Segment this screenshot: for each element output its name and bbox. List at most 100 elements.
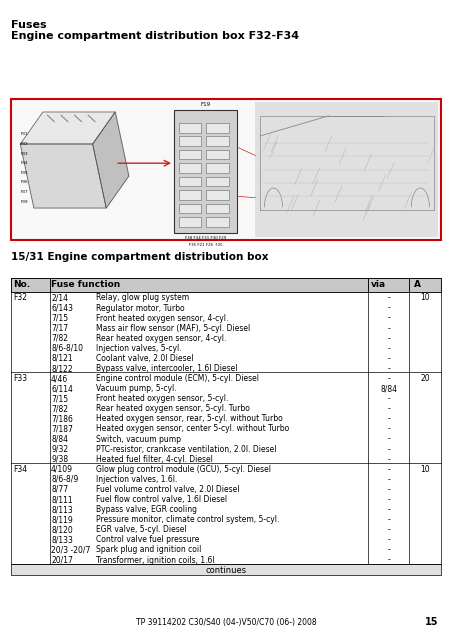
Text: -: - bbox=[387, 545, 389, 554]
Text: F38 F34 F31 F30 F29: F38 F34 F31 F30 F29 bbox=[184, 236, 226, 240]
Text: continues: continues bbox=[205, 566, 246, 575]
Text: Fuses: Fuses bbox=[11, 20, 47, 31]
Text: Glow plug control module (GCU), 5-cyl. Diesel: Glow plug control module (GCU), 5-cyl. D… bbox=[96, 465, 271, 474]
Polygon shape bbox=[92, 112, 129, 208]
Text: No.: No. bbox=[14, 280, 31, 289]
Text: 2/14: 2/14 bbox=[51, 293, 68, 303]
Text: -: - bbox=[387, 525, 389, 534]
Text: Front heated oxygen sensor, 5-cyl.: Front heated oxygen sensor, 5-cyl. bbox=[96, 394, 228, 403]
Text: F32: F32 bbox=[14, 293, 28, 303]
Text: 4/109: 4/109 bbox=[51, 465, 73, 474]
Text: F32: F32 bbox=[20, 142, 28, 146]
Bar bbox=[178, 190, 201, 200]
Text: 7/186: 7/186 bbox=[51, 415, 73, 424]
Bar bbox=[11, 342, 440, 353]
Text: Fuse function: Fuse function bbox=[51, 280, 120, 289]
Text: 8/113: 8/113 bbox=[51, 505, 73, 514]
Text: 10: 10 bbox=[419, 465, 429, 474]
Polygon shape bbox=[20, 144, 106, 208]
Text: Rear heated oxygen sensor, 4-cyl.: Rear heated oxygen sensor, 4-cyl. bbox=[96, 334, 226, 343]
Bar bbox=[11, 302, 440, 312]
Text: Heated oxygen sensor, rear, 5-cyl. without Turbo: Heated oxygen sensor, rear, 5-cyl. witho… bbox=[96, 415, 282, 424]
Bar bbox=[205, 136, 228, 146]
Bar bbox=[11, 513, 440, 524]
Text: -: - bbox=[387, 354, 389, 363]
Text: 8/77: 8/77 bbox=[51, 485, 68, 494]
Text: EGR valve, 5-cyl. Diesel: EGR valve, 5-cyl. Diesel bbox=[96, 525, 186, 534]
Bar bbox=[178, 218, 201, 227]
Text: via: via bbox=[370, 280, 385, 289]
Bar bbox=[11, 423, 440, 433]
Text: -: - bbox=[387, 344, 389, 353]
Text: TP 39114202 C30/S40 (04-)V50/C70 (06-) 2008: TP 39114202 C30/S40 (04-)V50/C70 (06-) 2… bbox=[135, 618, 316, 627]
Bar bbox=[11, 453, 440, 463]
Text: 8/122: 8/122 bbox=[51, 364, 73, 373]
Text: 7/82: 7/82 bbox=[51, 334, 68, 343]
Text: Transformer, ignition coils, 1.6l: Transformer, ignition coils, 1.6l bbox=[96, 556, 214, 564]
Text: -: - bbox=[387, 394, 389, 403]
Text: -: - bbox=[387, 364, 389, 373]
Text: 20: 20 bbox=[419, 374, 429, 383]
Text: 6/114: 6/114 bbox=[51, 384, 73, 393]
Text: -: - bbox=[387, 505, 389, 514]
Bar bbox=[11, 413, 440, 423]
Text: 7/15: 7/15 bbox=[51, 314, 68, 323]
Text: F19: F19 bbox=[200, 102, 210, 108]
Text: -: - bbox=[387, 424, 389, 433]
Text: 8/6-8/9: 8/6-8/9 bbox=[51, 475, 78, 484]
Text: F31: F31 bbox=[20, 132, 28, 136]
Text: F34: F34 bbox=[14, 465, 28, 474]
Polygon shape bbox=[20, 112, 115, 144]
Text: 15: 15 bbox=[424, 617, 437, 627]
Text: F35 F21 F26  F25: F35 F21 F26 F25 bbox=[189, 243, 222, 246]
Text: F34: F34 bbox=[20, 161, 28, 165]
Bar bbox=[11, 372, 440, 383]
Text: F37: F37 bbox=[20, 190, 28, 194]
Bar bbox=[11, 534, 440, 544]
Text: 8/119: 8/119 bbox=[51, 515, 73, 524]
Text: Bypass valve, EGR cooling: Bypass valve, EGR cooling bbox=[96, 505, 197, 514]
Text: Fuel flow control valve, 1.6l Diesel: Fuel flow control valve, 1.6l Diesel bbox=[96, 495, 227, 504]
Bar bbox=[178, 123, 201, 132]
Text: Fuel volume control valve, 2.0l Diesel: Fuel volume control valve, 2.0l Diesel bbox=[96, 485, 239, 494]
Text: A: A bbox=[413, 280, 420, 289]
Bar bbox=[174, 111, 237, 233]
Text: F35: F35 bbox=[20, 171, 28, 175]
Bar bbox=[178, 163, 201, 173]
Bar bbox=[11, 433, 440, 443]
Bar bbox=[11, 493, 440, 504]
Text: Regulator motor, Turbo: Regulator motor, Turbo bbox=[96, 303, 184, 312]
Text: 7/15: 7/15 bbox=[51, 394, 68, 403]
Text: -: - bbox=[387, 293, 389, 303]
Bar bbox=[255, 102, 437, 237]
Bar bbox=[11, 483, 440, 493]
Bar bbox=[11, 332, 440, 342]
Text: 7/187: 7/187 bbox=[51, 424, 73, 433]
Text: Bypass valve, intercooler, 1.6l Diesel: Bypass valve, intercooler, 1.6l Diesel bbox=[96, 364, 237, 373]
Bar bbox=[205, 190, 228, 200]
Bar bbox=[11, 322, 440, 332]
Text: 15/31 Engine compartment distribution box: 15/31 Engine compartment distribution bo… bbox=[11, 252, 268, 262]
Text: Heated fuel filter, 4-cyl. Diesel: Heated fuel filter, 4-cyl. Diesel bbox=[96, 454, 213, 464]
Text: -: - bbox=[387, 404, 389, 413]
Text: -: - bbox=[387, 415, 389, 424]
Bar bbox=[205, 150, 228, 159]
Text: Engine control module (ECM), 5-cyl. Diesel: Engine control module (ECM), 5-cyl. Dies… bbox=[96, 374, 259, 383]
Text: Engine compartment distribution box F32-F34: Engine compartment distribution box F32-… bbox=[11, 31, 299, 41]
Text: 20/17: 20/17 bbox=[51, 556, 73, 564]
Text: Pressure monitor, climate control system, 5-cyl.: Pressure monitor, climate control system… bbox=[96, 515, 279, 524]
Bar bbox=[205, 177, 228, 186]
Text: Front heated oxygen sensor, 4-cyl.: Front heated oxygen sensor, 4-cyl. bbox=[96, 314, 228, 323]
Bar bbox=[11, 403, 440, 413]
Text: -: - bbox=[387, 485, 389, 494]
Bar bbox=[205, 204, 228, 213]
Text: 8/84: 8/84 bbox=[51, 435, 68, 444]
Bar bbox=[11, 554, 440, 564]
Bar bbox=[178, 136, 201, 146]
Text: Switch, vacuum pump: Switch, vacuum pump bbox=[96, 435, 181, 444]
Text: F33: F33 bbox=[20, 152, 28, 156]
Text: -: - bbox=[387, 495, 389, 504]
Text: F36: F36 bbox=[20, 180, 28, 184]
Text: -: - bbox=[387, 465, 389, 474]
Text: -: - bbox=[387, 475, 389, 484]
